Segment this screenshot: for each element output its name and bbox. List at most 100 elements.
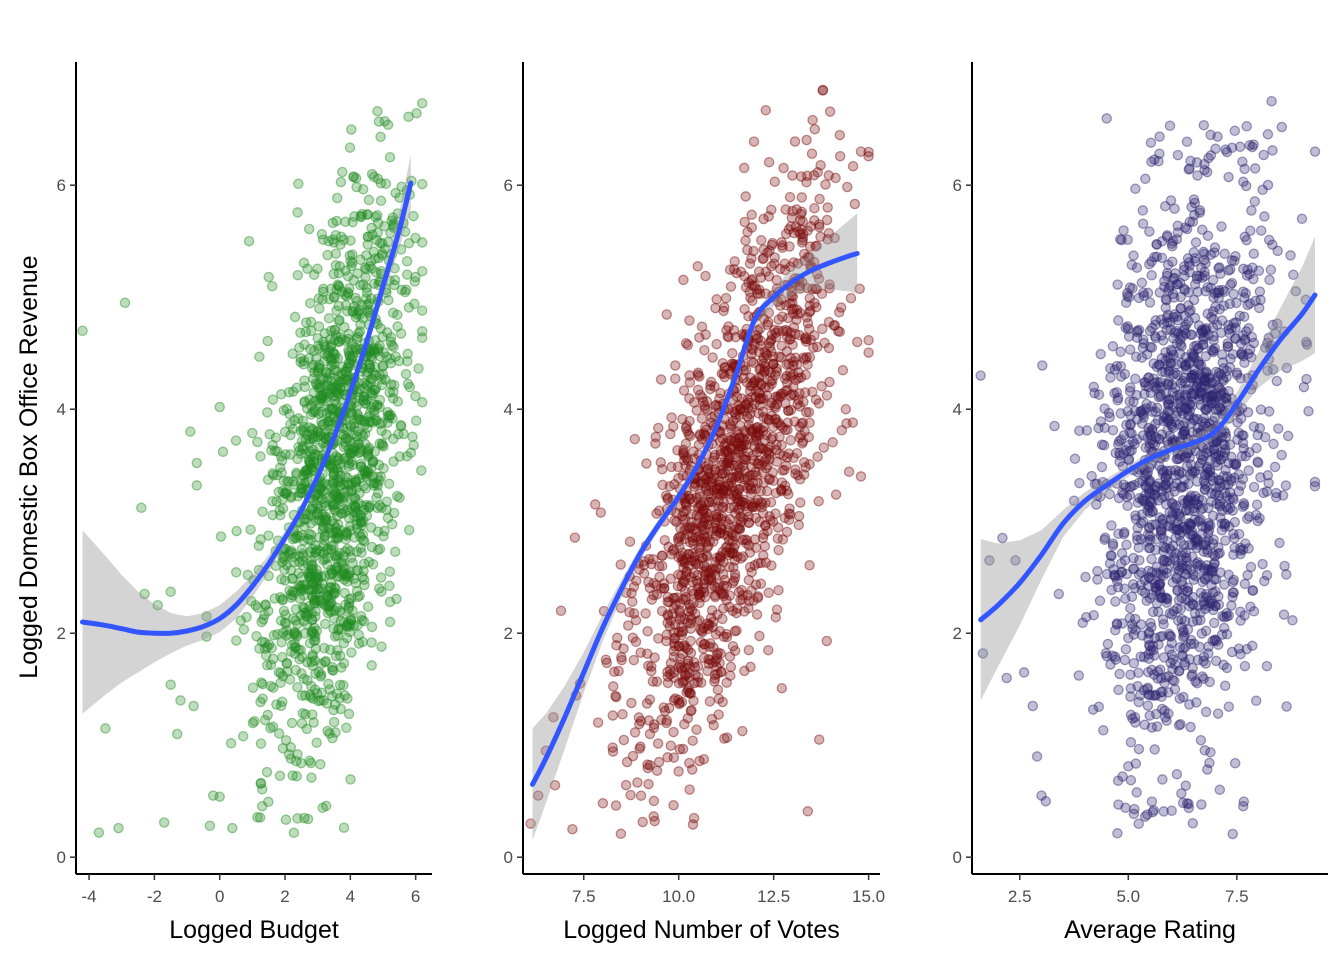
data-point (366, 621, 378, 633)
data-point (313, 695, 324, 707)
data-point (669, 479, 680, 490)
data-point (1140, 173, 1151, 185)
data-point (347, 305, 359, 317)
data-point (761, 348, 772, 359)
data-point (331, 528, 342, 539)
data-point (790, 328, 801, 340)
data-point (302, 464, 313, 476)
data-point (356, 614, 368, 626)
data-point (1183, 300, 1194, 311)
data-point (308, 717, 319, 728)
data-point (1166, 241, 1178, 252)
data-point (1216, 315, 1228, 326)
data-point (362, 367, 373, 378)
data-point (343, 444, 355, 455)
data-point (305, 570, 317, 582)
data-point (651, 508, 662, 519)
data-point (298, 584, 310, 595)
data-point (357, 430, 369, 442)
data-point (673, 766, 684, 777)
data-point (411, 107, 422, 119)
data-point (1092, 565, 1103, 577)
data-point (1178, 627, 1189, 638)
data-point (327, 732, 338, 744)
data-point (666, 412, 677, 423)
data-point (277, 485, 289, 497)
data-point (1255, 472, 1266, 483)
data-point (694, 491, 706, 502)
data-point (360, 398, 371, 409)
data-point (1094, 595, 1106, 607)
data-point (668, 752, 680, 763)
data-point (303, 455, 315, 466)
data-point (332, 473, 344, 485)
data-point (711, 649, 723, 660)
data-point (312, 450, 324, 461)
data-point (384, 580, 395, 592)
data-point (1309, 146, 1321, 157)
data-point (333, 494, 344, 506)
data-point (305, 518, 316, 529)
data-point (337, 166, 348, 178)
data-point (1160, 592, 1171, 603)
data-point (1258, 487, 1269, 499)
data-point (702, 540, 714, 552)
data-point (795, 430, 807, 441)
data-point (416, 305, 428, 316)
data-point (1278, 609, 1290, 620)
data-point (1199, 745, 1211, 756)
data-point (311, 588, 323, 599)
data-point (307, 434, 319, 445)
data-point (311, 379, 323, 390)
data-point (312, 426, 323, 437)
data-point (364, 362, 375, 374)
data-point (263, 639, 275, 650)
data-point (1148, 805, 1159, 816)
data-point (1224, 298, 1236, 310)
data-point (343, 357, 355, 369)
data-point (372, 399, 383, 411)
data-point (743, 310, 754, 322)
data-point (1175, 718, 1186, 730)
data-point (252, 811, 263, 823)
data-point (700, 329, 711, 340)
data-point (347, 605, 358, 616)
data-point (319, 497, 331, 508)
data-point (679, 718, 690, 730)
data-point (299, 812, 310, 824)
data-point (289, 415, 300, 426)
data-point (765, 497, 777, 508)
data-point (1210, 457, 1222, 468)
data-point (699, 400, 711, 411)
data-point (382, 512, 394, 524)
data-point (309, 574, 321, 586)
data-point (331, 381, 342, 392)
data-point (295, 352, 306, 364)
data-point (259, 609, 270, 621)
data-point (332, 379, 343, 391)
data-point (330, 583, 341, 595)
data-point (368, 384, 380, 396)
data-point (333, 267, 345, 279)
data-point (351, 518, 362, 530)
data-point (358, 377, 370, 389)
data-point (656, 463, 668, 475)
data-point (390, 187, 401, 199)
data-point (1088, 381, 1100, 393)
data-point (338, 680, 349, 691)
data-point (352, 619, 363, 631)
data-point (1049, 420, 1060, 432)
data-point (666, 549, 677, 560)
data-point (1167, 256, 1178, 267)
data-point (238, 624, 250, 635)
data-point (1142, 700, 1154, 711)
data-point (297, 548, 309, 560)
data-point (354, 392, 365, 403)
data-point (353, 638, 365, 649)
data-point (1223, 171, 1234, 183)
data-point (764, 337, 775, 349)
data-point (357, 636, 368, 648)
data-point (1250, 695, 1262, 707)
data-point (1257, 184, 1268, 196)
data-point (1164, 120, 1176, 132)
